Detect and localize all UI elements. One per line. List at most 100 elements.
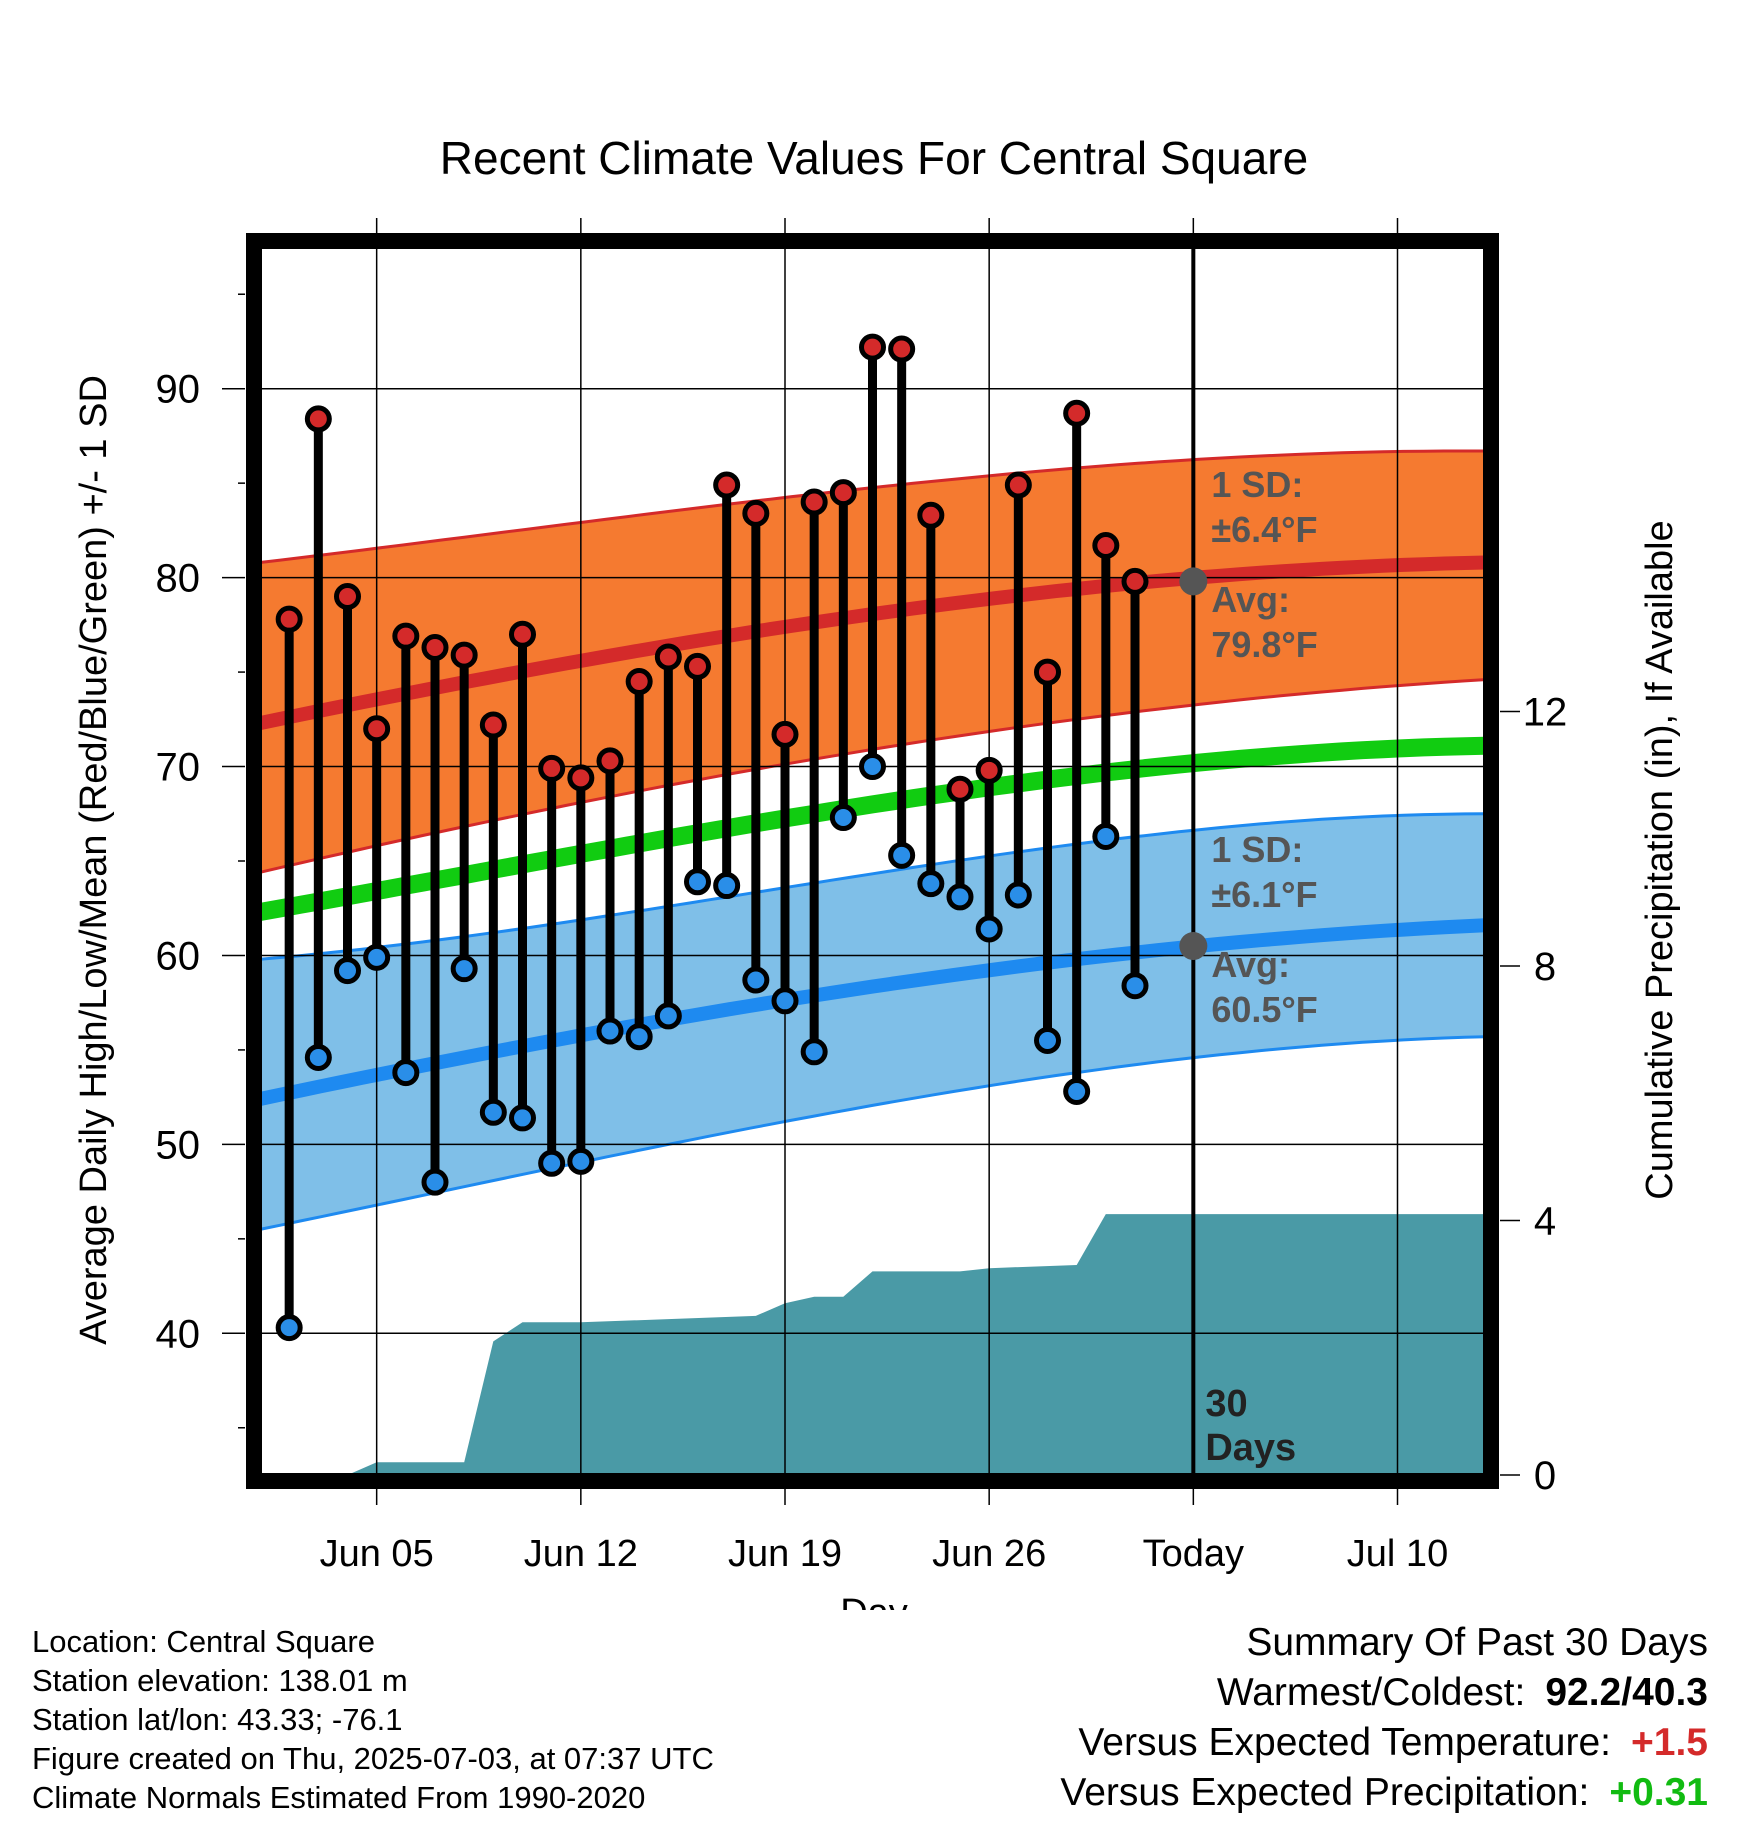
daily-high-point	[334, 583, 361, 611]
daily-low-point	[538, 1149, 566, 1177]
x-tick-label: Today	[1143, 1533, 1244, 1575]
daily-high-point	[450, 641, 478, 669]
daily-low-point	[450, 955, 478, 983]
normals-text: Climate Normals Estimated From 1990-2020	[32, 1780, 646, 1815]
daily-high-point	[1092, 531, 1120, 559]
daily-high-point	[392, 622, 420, 650]
y-tick-label: 90	[156, 368, 201, 412]
x-tick-label: Jun 05	[320, 1533, 434, 1575]
high-sd-annotation: 1 SD:	[1211, 464, 1303, 505]
low-sd-annotation: ±6.1°F	[1211, 874, 1317, 915]
daily-low-point	[509, 1104, 536, 1132]
summary-heading: Summary Of Past 30 Days	[1246, 1621, 1708, 1664]
daily-low-point	[684, 868, 711, 896]
low-avg-annotation: Avg:	[1211, 944, 1290, 985]
precipitation-area	[347, 1214, 1485, 1475]
climate-chart: Recent Climate Values For Central Square…	[73, 132, 1681, 1610]
daily-low-point	[304, 1043, 332, 1071]
today-days-word: Days	[1205, 1427, 1296, 1469]
warm-cold-value: 92.2/40.3	[1545, 1671, 1708, 1714]
low-avg-annotation: 60.5°F	[1211, 989, 1317, 1030]
daily-high-point	[684, 652, 711, 680]
daily-high-point	[509, 620, 536, 648]
y-tick-label: 40	[156, 1312, 201, 1356]
daily-low-point	[829, 804, 857, 832]
y2-tick-label: 12	[1523, 690, 1568, 734]
y2-tick-label: 0	[1534, 1454, 1556, 1498]
daily-low-point	[859, 753, 886, 781]
daily-high-point	[1004, 471, 1032, 499]
temp-label: Versus Expected Temperature:	[1078, 1721, 1611, 1764]
daily-high-point	[829, 479, 857, 507]
daily-high-point	[771, 720, 799, 748]
daily-low-point	[1034, 1026, 1061, 1054]
x-tick-label: Jul 10	[1347, 1533, 1448, 1575]
low-sd-lower-edge	[259, 1035, 1486, 1231]
station-info: Location: Central Square Station elevati…	[32, 1622, 714, 1817]
daily-low-point	[946, 883, 974, 911]
y-tick-label: 60	[156, 934, 201, 978]
daily-low-point	[888, 841, 916, 869]
daily-low-point	[479, 1098, 507, 1126]
daily-high-point	[479, 711, 507, 739]
daily-high-point	[567, 764, 595, 792]
daily-low-point	[1063, 1077, 1091, 1105]
precip-anomaly-value: +0.31	[1609, 1771, 1708, 1814]
daily-low-point	[1092, 822, 1120, 850]
warm-cold-label: Warmest/Coldest:	[1216, 1671, 1526, 1714]
precip-label: Versus Expected Precipitation:	[1060, 1771, 1590, 1814]
summary-warm-cold: Warmest/Coldest: 92.2/40.3	[1060, 1668, 1708, 1718]
daily-high-point	[538, 754, 566, 782]
daily-high-point	[596, 747, 624, 775]
temp-anomaly-value: +1.5	[1631, 1721, 1708, 1764]
daily-high-point	[946, 775, 974, 803]
latlon-text: Station lat/lon: 43.33; -76.1	[32, 1702, 403, 1737]
daily-high-point	[713, 471, 741, 499]
plot-frame	[246, 233, 1499, 1489]
daily-high-point	[1121, 567, 1149, 595]
x-tick-label: Jun 26	[932, 1533, 1046, 1575]
high-avg-annotation: Avg:	[1211, 579, 1290, 620]
x-tick-label: Jun 19	[728, 1533, 842, 1575]
low-sd-band	[260, 813, 1485, 1230]
daily-high-point	[888, 335, 916, 363]
y-tick-label: 70	[156, 746, 201, 790]
daily-low-point	[800, 1038, 828, 1066]
daily-high-point	[859, 333, 886, 361]
location-text: Location: Central Square	[32, 1624, 375, 1659]
y-axis-label: Average Daily High/Low/Mean (Red/Blue/Gr…	[73, 375, 115, 1345]
y-tick-label: 50	[156, 1123, 201, 1167]
today-days-number: 30	[1205, 1383, 1247, 1425]
x-axis-label: Day	[840, 1592, 908, 1610]
daily-high-point	[275, 605, 303, 633]
chart-title: Recent Climate Values For Central Square	[440, 132, 1308, 184]
daily-low-point	[421, 1168, 449, 1196]
daily-low-point	[1121, 972, 1149, 1000]
y-tick-label: 80	[156, 557, 201, 601]
daily-low-point	[1004, 881, 1032, 909]
plot-area: Jun 05 Jun 12 Jun 19 Jun 26 Today Jul 10 40 50 6…	[156, 218, 1568, 1575]
low-sd-annotation: 1 SD:	[1211, 829, 1303, 870]
high-sd-annotation: ±6.4°F	[1211, 509, 1317, 550]
daily-high-point	[421, 634, 449, 662]
high-normal-today-marker	[1179, 567, 1208, 596]
y2-axis-label: Cumulative Precipitation (in), If Availa…	[1639, 520, 1681, 1199]
daily-low-point	[275, 1314, 303, 1342]
low-normal-line	[258, 918, 1486, 1106]
daily-low-point	[392, 1059, 420, 1087]
daily-low-point	[363, 943, 391, 971]
daily-low-point	[567, 1147, 595, 1175]
daily-low-point	[654, 1002, 682, 1030]
x-tick-label: Jun 12	[524, 1533, 638, 1575]
daily-low-point	[596, 1017, 624, 1045]
daily-low-point	[917, 870, 945, 898]
daily-low-point	[625, 1023, 653, 1051]
daily-high-point	[654, 643, 682, 671]
elevation-text: Station elevation: 138.01 m	[32, 1663, 408, 1698]
daily-low-point	[334, 957, 361, 985]
daily-high-point	[742, 499, 770, 527]
low-normal-today-marker	[1179, 932, 1208, 961]
daily-high-point	[917, 501, 945, 529]
daily-low-point	[975, 915, 1003, 943]
daily-low-point	[742, 966, 770, 994]
